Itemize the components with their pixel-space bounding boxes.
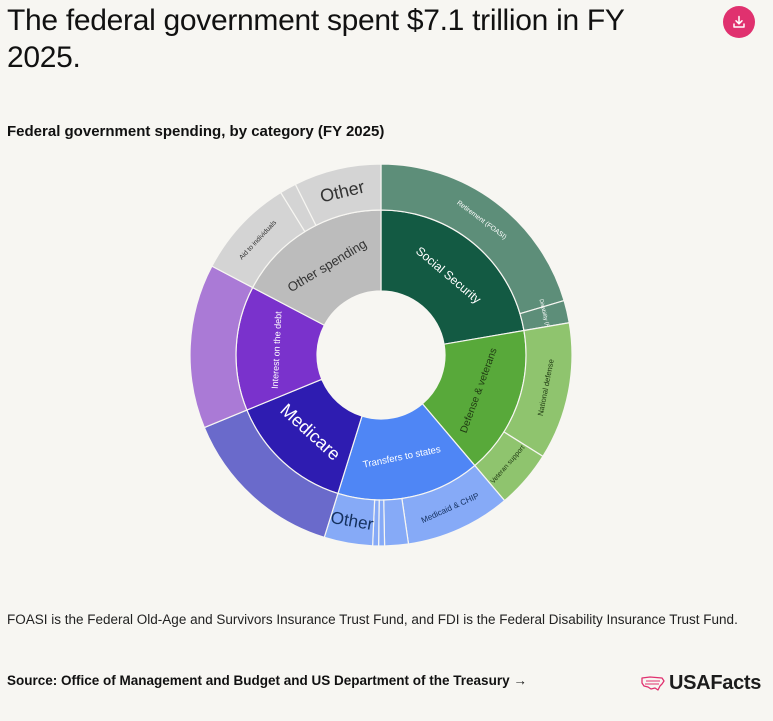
download-button[interactable] xyxy=(723,6,755,38)
us-map-icon xyxy=(641,675,665,691)
download-icon xyxy=(733,15,745,28)
chart-title: Federal government spending, by category… xyxy=(7,123,385,140)
page-title: The federal government spent $7.1 trilli… xyxy=(7,4,625,74)
subsegment-other[interactable] xyxy=(294,163,382,227)
source-link[interactable]: Source: Office of Management and Budget … xyxy=(7,673,527,688)
logo-text: USAFacts xyxy=(669,672,762,694)
usafacts-logo: USAFacts xyxy=(640,672,761,695)
chart-footnote: FOASI is the Federal Old-Age and Survivo… xyxy=(7,612,738,627)
segment-label-interest-on-the-debt: Interest on the debt xyxy=(270,311,284,389)
